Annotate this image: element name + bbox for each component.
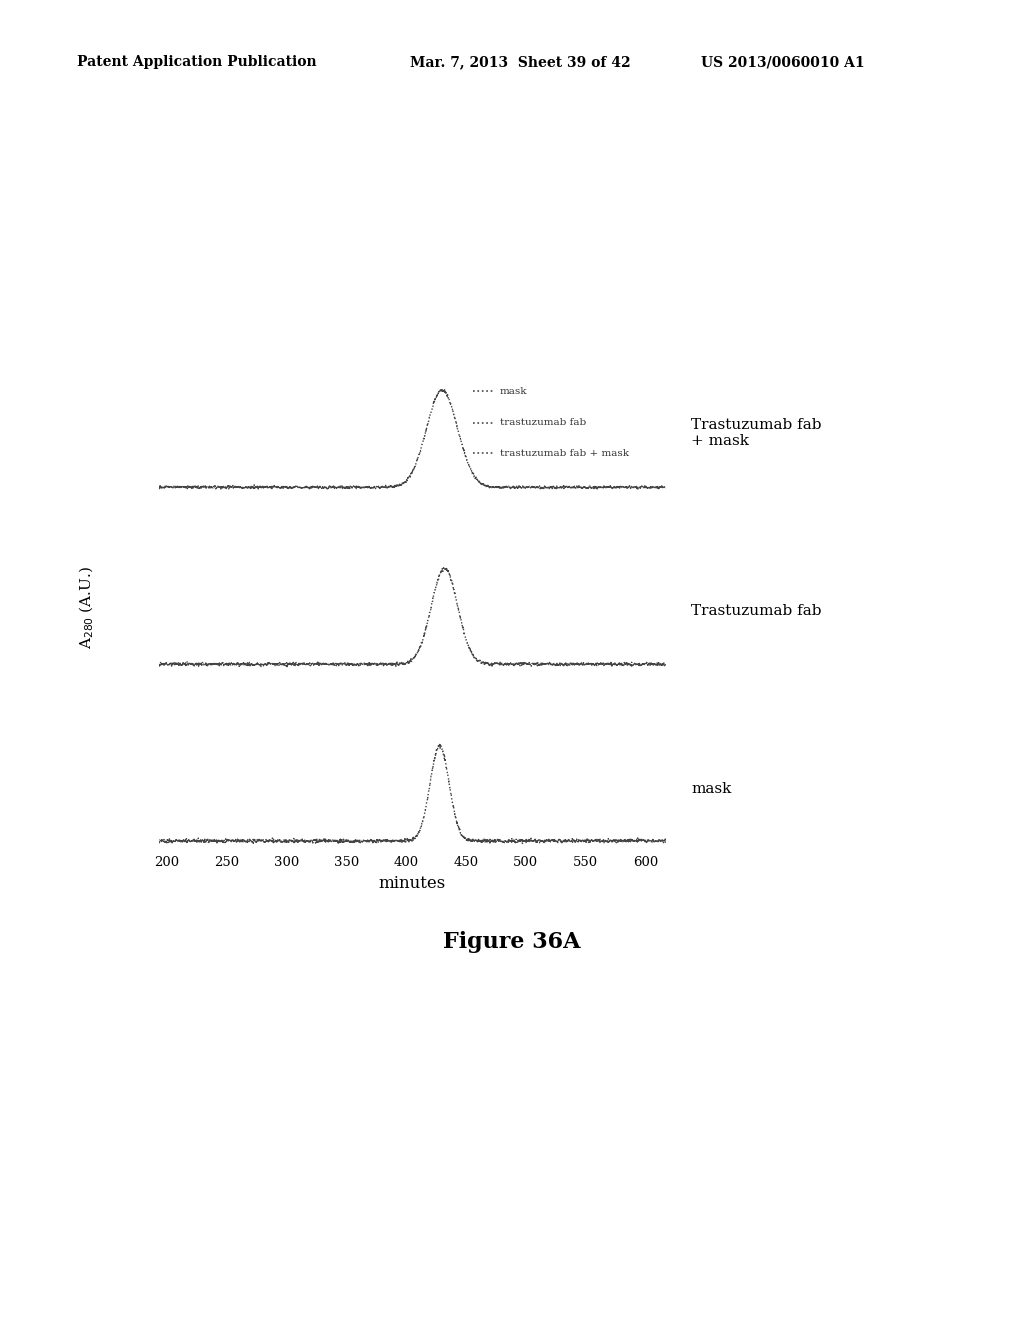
Text: Mar. 7, 2013  Sheet 39 of 42: Mar. 7, 2013 Sheet 39 of 42 [410,55,630,70]
Text: A$_{280}$ (A.U.): A$_{280}$ (A.U.) [78,565,96,649]
Text: Patent Application Publication: Patent Application Publication [77,55,316,70]
X-axis label: minutes: minutes [379,875,445,892]
Text: Trastuzumab fab: Trastuzumab fab [691,603,821,618]
Text: US 2013/0060010 A1: US 2013/0060010 A1 [701,55,865,70]
Text: Figure 36A: Figure 36A [443,931,581,953]
Text: trastuzumab fab + mask: trastuzumab fab + mask [500,449,629,458]
Text: Trastuzumab fab
+ mask: Trastuzumab fab + mask [691,417,821,447]
Text: mask: mask [500,387,527,396]
Text: mask: mask [691,781,731,796]
Text: trastuzumab fab: trastuzumab fab [500,418,586,428]
